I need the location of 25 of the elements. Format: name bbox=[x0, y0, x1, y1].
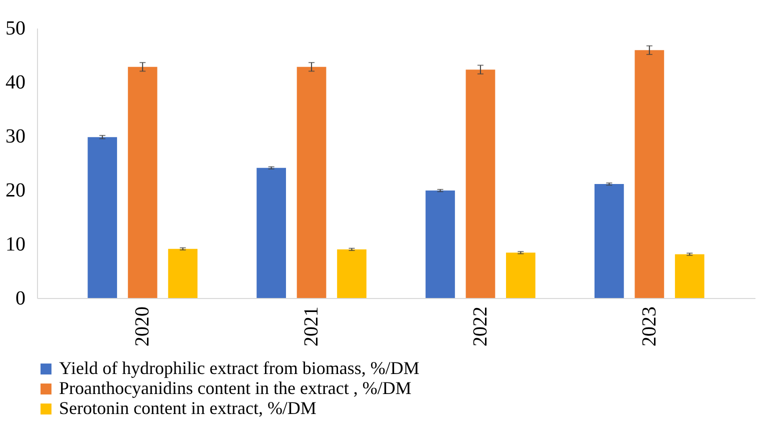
legend-label: Yield of hydrophilic extract from biomass, %/DM bbox=[59, 358, 420, 378]
bar bbox=[466, 70, 496, 298]
x-tick-label: 2023 bbox=[638, 306, 660, 346]
y-tick-label: 20 bbox=[6, 180, 26, 202]
legend-label: Serotonin content in extract, %/DM bbox=[59, 398, 316, 418]
y-tick-label: 50 bbox=[6, 18, 26, 40]
x-tick-label: 2022 bbox=[469, 306, 492, 346]
legend-label: Proanthocyanidins content in the extract , %/DM bbox=[59, 378, 412, 398]
y-tick-label: 30 bbox=[6, 126, 26, 148]
y-tick-label: 10 bbox=[6, 234, 26, 256]
bar bbox=[426, 190, 455, 298]
bar bbox=[337, 249, 366, 298]
y-tick-label: 40 bbox=[6, 72, 26, 94]
bar bbox=[634, 50, 664, 298]
bar bbox=[168, 248, 198, 298]
y-tick-label: 0 bbox=[16, 288, 26, 310]
bar bbox=[256, 168, 286, 298]
x-tick-label: 2020 bbox=[132, 306, 154, 346]
bar bbox=[128, 66, 158, 298]
bar bbox=[88, 137, 118, 298]
bar bbox=[506, 252, 536, 298]
bar bbox=[674, 254, 704, 298]
bar bbox=[296, 66, 326, 298]
x-tick-label: 2021 bbox=[300, 306, 323, 346]
bar bbox=[594, 184, 624, 298]
